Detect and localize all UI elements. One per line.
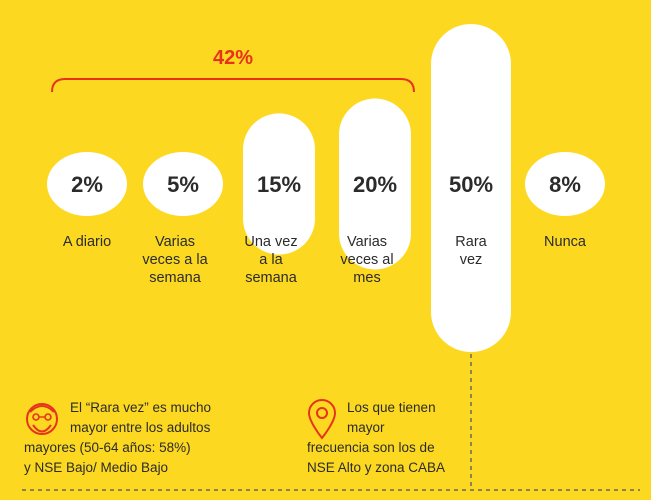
pill-bar — [339, 98, 411, 270]
category-labels-group: A diario Varias veces a la semana Una vez a l… — [63, 234, 587, 286]
callout-right-line: mayor — [347, 420, 385, 435]
bracket-group: 42% — [51, 47, 415, 93]
category-label: veces a la — [142, 252, 208, 268]
value-label: 20% — [353, 172, 397, 197]
category-label: vez — [460, 252, 483, 268]
category-label: Rara — [455, 234, 487, 250]
value-label: 15% — [257, 172, 301, 197]
callout-right-text: Los que tienen mayor frecuencia son los … — [307, 398, 507, 478]
value-label: 8% — [549, 172, 581, 197]
category-label: semana — [149, 270, 202, 286]
callout-left-text: El “Rara vez” es mucho mayor entre los a… — [24, 398, 270, 478]
callout-left-line: El “Rara vez” es mucho — [70, 400, 212, 415]
value-label: 5% — [167, 172, 199, 197]
callout-right-line: frecuencia son los de — [307, 440, 435, 455]
pill-bar — [525, 152, 605, 216]
pill-bar — [47, 152, 127, 216]
category-label: Varias — [347, 234, 387, 250]
bracket-label: 42% — [213, 47, 253, 69]
category-label: veces al — [340, 252, 393, 268]
location-pin-icon — [307, 399, 337, 440]
category-label: Nunca — [544, 234, 587, 250]
elderly-face-icon — [26, 403, 58, 435]
value-label: 50% — [449, 172, 493, 197]
pills-group: 2% 5% 15% 20% 50% 8% — [47, 24, 605, 352]
pill-bar — [243, 113, 315, 255]
category-label: Una vez — [244, 234, 297, 250]
category-label: semana — [245, 270, 298, 286]
value-label: 2% — [71, 172, 103, 197]
category-label: A diario — [63, 234, 111, 250]
category-label: a la — [259, 252, 283, 268]
bracket-line — [51, 78, 415, 93]
pill-bar — [143, 152, 223, 216]
callout-right-line: Los que tienen — [347, 400, 436, 415]
callout-right-line: NSE Alto y zona CABA — [307, 460, 446, 475]
callout-left-line: y NSE Bajo/ Medio Bajo — [24, 460, 169, 475]
category-label: Varias — [155, 234, 195, 250]
category-label: mes — [353, 270, 380, 286]
callout-left-line: mayores (50-64 años: 58%) — [24, 440, 191, 455]
callout-left-line: mayor entre los adultos — [70, 420, 211, 435]
pill-bar — [431, 24, 511, 352]
